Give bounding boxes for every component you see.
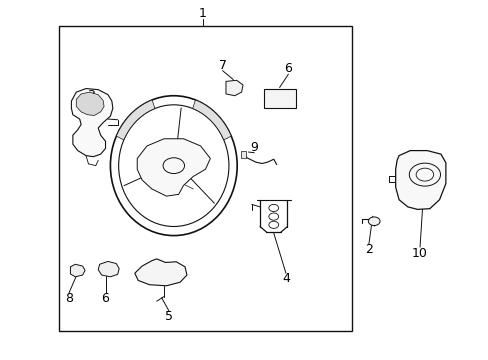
Text: 4: 4 [282, 272, 289, 285]
Polygon shape [192, 100, 231, 140]
Polygon shape [137, 139, 210, 196]
Polygon shape [98, 261, 119, 277]
Bar [240, 151, 246, 158]
Text: 8: 8 [65, 292, 73, 305]
Bar [264, 89, 295, 108]
Polygon shape [135, 259, 186, 286]
Polygon shape [116, 100, 155, 140]
Text: 3: 3 [87, 89, 95, 102]
Polygon shape [70, 264, 85, 277]
Text: 5: 5 [164, 310, 173, 323]
Polygon shape [225, 80, 243, 96]
Text: 1: 1 [199, 7, 206, 20]
Text: 6: 6 [102, 292, 109, 305]
Polygon shape [76, 92, 104, 116]
Bar [59, 26, 351, 330]
Text: 10: 10 [411, 247, 427, 260]
Text: 9: 9 [250, 141, 258, 154]
Polygon shape [71, 89, 113, 157]
Polygon shape [395, 150, 445, 210]
Text: 6: 6 [284, 62, 292, 75]
Circle shape [367, 217, 379, 226]
Text: 7: 7 [218, 59, 226, 72]
Text: 2: 2 [364, 243, 372, 256]
